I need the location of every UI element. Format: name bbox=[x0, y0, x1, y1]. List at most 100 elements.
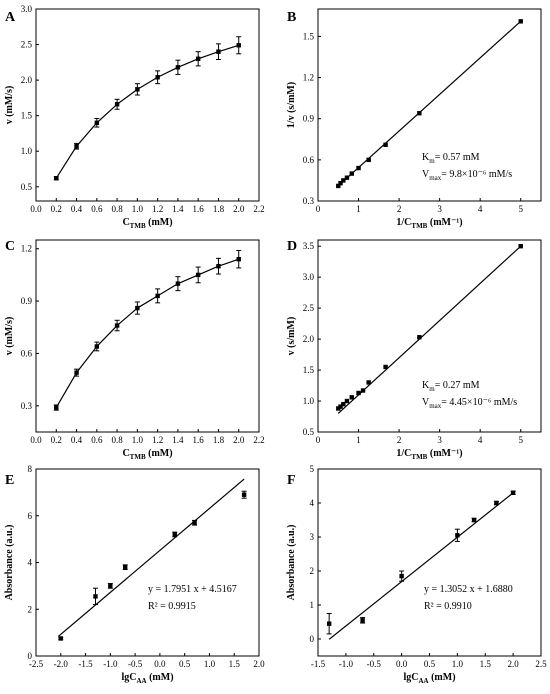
x-tick-label: 0.2 bbox=[51, 435, 62, 445]
x-axis-label-main: C bbox=[122, 217, 129, 228]
panel-label: F bbox=[287, 473, 296, 488]
data-point bbox=[54, 176, 59, 181]
data-point bbox=[195, 272, 201, 278]
data-point bbox=[336, 406, 341, 411]
y-tick-label: 3 bbox=[310, 532, 315, 542]
x-tick-label: 2 bbox=[397, 435, 402, 445]
x-tick-label: 1.0 bbox=[132, 435, 144, 445]
annotation: y = 1.3052 x + 1.6880 bbox=[424, 584, 513, 595]
x-axis-label-sub: TMB bbox=[411, 222, 427, 230]
panel-label: D bbox=[287, 239, 297, 254]
panel-c: 0.0 0.2 0.4 0.6 0.8 1.0 1.2 1.4 1.6 1.8 2.0 2.2 0.3 0… bbox=[4, 239, 265, 461]
data-point bbox=[94, 120, 100, 125]
data-point bbox=[54, 405, 59, 410]
data-point bbox=[349, 395, 354, 400]
annotation-tail: = 9.8×10⁻⁶ mM/s bbox=[441, 169, 512, 180]
panel-a: 0.0 0.2 0.4 0.6 0.8 1.0 1.2 1.4 1.6 1.8 2.0 2.2 0.5 1… bbox=[4, 4, 265, 230]
x-axis-label-tail: (mM) bbox=[146, 217, 173, 228]
x-tick-label: 0.8 bbox=[111, 435, 123, 445]
annotation-main: y = 1.7951 x + 4.5167 bbox=[148, 584, 237, 595]
x-tick-label: 1 bbox=[356, 435, 361, 445]
data-point bbox=[336, 183, 341, 189]
x-tick-label: -1.0 bbox=[339, 659, 354, 669]
y-tick-label: 2.0 bbox=[303, 334, 315, 344]
x-tick-label: 1.5 bbox=[229, 659, 241, 669]
x-tick-label: 0.5 bbox=[179, 659, 191, 669]
panel-label: C bbox=[5, 239, 15, 254]
y-tick-label: 0 bbox=[28, 651, 33, 661]
plot-frame bbox=[35, 8, 260, 202]
x-tick-label: 0.0 bbox=[154, 659, 166, 669]
data-point bbox=[356, 390, 361, 396]
annotation-main: V bbox=[422, 397, 430, 408]
data-point bbox=[326, 621, 332, 626]
x-tick-label: 0.8 bbox=[111, 204, 123, 214]
panel-d: 0 1 2 3 4 5 0.5 1.0 1.5 2.0 2.5 3.0 3.5 1/CTMB (mM⁻¹)… bbox=[286, 239, 542, 461]
x-tick-label: 1.4 bbox=[172, 435, 184, 445]
y-tick-label: 1.5 bbox=[21, 111, 33, 121]
data-point bbox=[114, 323, 120, 328]
x-tick-label: 1.8 bbox=[213, 204, 225, 214]
y-tick-label: 2.0 bbox=[21, 75, 33, 85]
x-axis-label: 1/CTMB (mM⁻¹) bbox=[396, 448, 462, 461]
annotation-tail: = 4.45×10⁻⁶ mM/s bbox=[441, 397, 517, 408]
y-tick-label: 1 bbox=[310, 600, 315, 610]
data-point bbox=[417, 335, 422, 340]
fit-curve bbox=[55, 44, 239, 179]
x-tick-label: -2.0 bbox=[54, 659, 69, 669]
annotation-main: K bbox=[422, 380, 430, 391]
x-axis-label: lgCAA (mM) bbox=[403, 672, 455, 685]
x-tick-label: 2.2 bbox=[253, 204, 264, 214]
data-point bbox=[471, 517, 477, 523]
data-point bbox=[356, 165, 361, 171]
y-axis-label: Absorbance (a.u.) bbox=[4, 525, 15, 601]
annotation-sub: max bbox=[429, 402, 442, 410]
x-tick-label: 1 bbox=[356, 204, 361, 214]
annotation: Vmax= 9.8×10⁻⁶ mM/s bbox=[422, 169, 512, 182]
y-axis-label-main: v (mM/s) bbox=[4, 317, 15, 356]
data-point bbox=[383, 364, 388, 370]
y-tick-label: 0.9 bbox=[21, 296, 33, 306]
annotation: Vmax= 4.45×10⁻⁶ mM/s bbox=[422, 397, 517, 410]
x-tick-label: 1.0 bbox=[452, 659, 464, 669]
data-point bbox=[135, 305, 140, 311]
fit-line bbox=[337, 245, 522, 414]
data-point bbox=[58, 636, 63, 641]
y-tick-label: 2.5 bbox=[303, 303, 315, 313]
x-tick-label: 0.0 bbox=[30, 204, 42, 214]
panel-f: -1.5 -1.0 -0.5 0.0 0.5 1.0 1.5 2.0 2.5012345lgCA… bbox=[286, 464, 547, 685]
x-tick-label: -1.0 bbox=[103, 659, 118, 669]
data-point bbox=[338, 404, 343, 409]
data-point bbox=[366, 380, 371, 385]
x-axis-label-sub: TMB bbox=[130, 453, 146, 461]
x-axis-label: lgCAA (mM) bbox=[121, 672, 173, 685]
x-tick-label: 1.5 bbox=[480, 659, 492, 669]
annotation: y = 1.7951 x + 4.5167 bbox=[148, 584, 237, 595]
plot-frame bbox=[317, 239, 542, 433]
y-tick-label: 0.5 bbox=[21, 182, 33, 192]
annotation: Km= 0.57 mM bbox=[422, 152, 480, 165]
fit-line bbox=[328, 492, 514, 640]
y-tick-label: 4 bbox=[310, 498, 315, 508]
x-tick-label: 0.6 bbox=[91, 435, 103, 445]
y-tick-label: 0.6 bbox=[21, 348, 33, 358]
x-axis-label-main: 1/C bbox=[396, 217, 411, 228]
x-axis-label-sub: AA bbox=[418, 677, 428, 685]
data-point bbox=[494, 500, 499, 506]
annotation-sub: m bbox=[429, 385, 435, 393]
y-tick-label: 1.0 bbox=[303, 396, 315, 406]
y-tick-label: 2 bbox=[28, 604, 33, 614]
data-point bbox=[155, 75, 160, 80]
x-tick-label: 0.0 bbox=[30, 435, 42, 445]
data-point bbox=[383, 142, 388, 147]
x-tick-label: 4 bbox=[478, 435, 483, 445]
x-tick-label: 1.0 bbox=[132, 204, 144, 214]
y-axis-label: 1/v (s/mM) bbox=[286, 82, 297, 128]
y-tick-label: 3.5 bbox=[303, 241, 315, 251]
x-tick-label: 5 bbox=[518, 204, 523, 214]
y-tick-label: 6 bbox=[28, 511, 33, 521]
y-tick-label: 1.2 bbox=[21, 244, 32, 254]
x-axis-label-tail: (mM) bbox=[147, 672, 174, 683]
x-axis-label-tail: (mM) bbox=[146, 448, 173, 459]
